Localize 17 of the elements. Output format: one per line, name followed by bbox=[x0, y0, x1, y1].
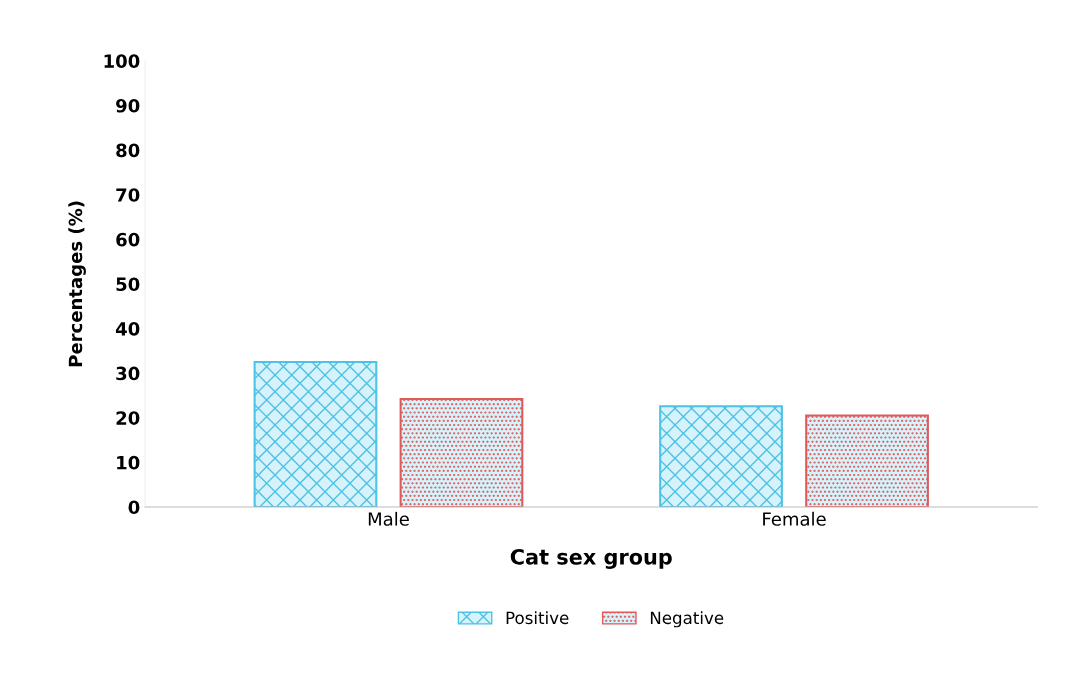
y-tick-label: 80 bbox=[116, 143, 140, 158]
y-tick-label: 60 bbox=[116, 232, 140, 247]
y-tick-label: 0 bbox=[128, 500, 140, 515]
y-axis-title: Percentages (%) bbox=[68, 201, 86, 367]
x-tick-label: Male bbox=[368, 511, 409, 526]
y-tick-label: 20 bbox=[116, 411, 140, 425]
y-tick-label: 100 bbox=[104, 54, 140, 68]
legend-label: Positive bbox=[506, 611, 569, 625]
y-tick-label: 30 bbox=[116, 366, 140, 381]
y-tick-label: 70 bbox=[116, 188, 140, 202]
y-tick-label: 90 bbox=[116, 98, 140, 113]
y-tick-label: 10 bbox=[117, 455, 140, 470]
y-tick-label: 40 bbox=[115, 322, 140, 336]
legend-label: Negative bbox=[650, 611, 724, 628]
x-axis-title: Cat sex group bbox=[510, 548, 672, 569]
x-tick-label: Female bbox=[763, 511, 826, 526]
y-tick-label: 50 bbox=[116, 277, 140, 292]
